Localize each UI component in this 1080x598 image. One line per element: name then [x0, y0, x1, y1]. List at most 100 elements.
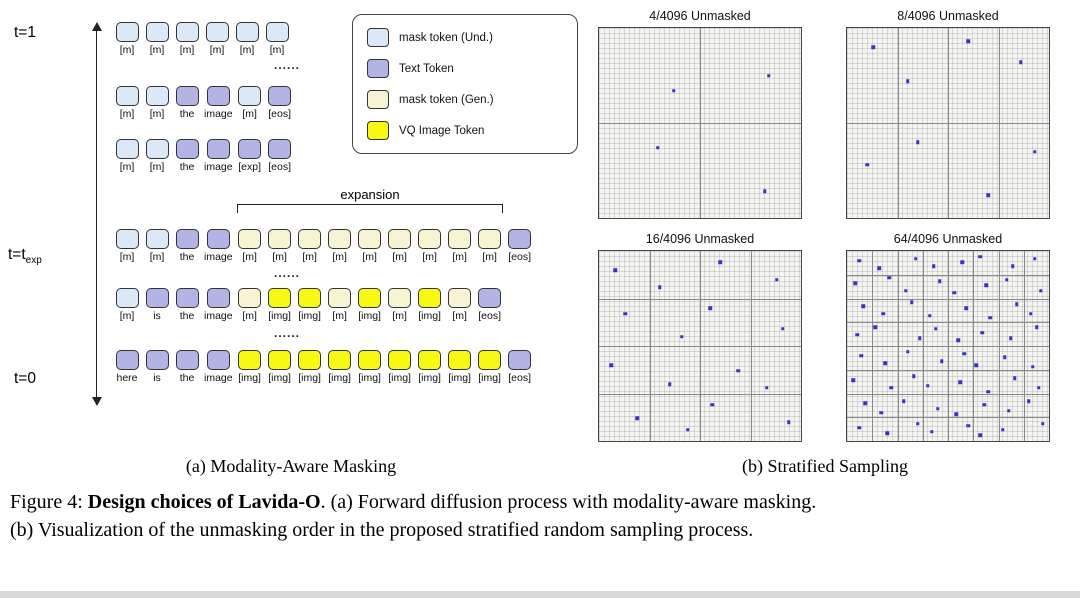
token-label: [m]: [452, 310, 467, 322]
token: [img]: [417, 349, 443, 384]
stratified-panel-title: 4/4096 Unmasked: [649, 9, 751, 23]
token: [img]: [357, 349, 383, 384]
token-label: [img]: [238, 371, 261, 384]
token-row: [m] [m] the image [m] [m] [m] [m] [m] [m] [m] [m] [m…: [114, 187, 582, 263]
token: [img]: [267, 288, 293, 322]
figure-body: t=1 t=texp t=0 [m] [m] [m] [m] [m] [m]......[…: [0, 6, 1080, 452]
token: [m]: [114, 85, 140, 120]
token: is: [144, 349, 170, 384]
img-token-box: [448, 349, 472, 370]
sample-dot: [1012, 376, 1017, 381]
sample-dot: [954, 412, 958, 417]
token-label: [m]: [482, 250, 497, 263]
subcaptions: (a) Modality-Aware Masking (b) Stratifie…: [0, 456, 1080, 477]
stratified-panel-title: 16/4096 Unmasked: [645, 232, 755, 246]
grid-divider: [847, 369, 1049, 371]
sample-dot: [1029, 311, 1033, 316]
stratified-panel-title: 8/4096 Unmasked: [897, 9, 999, 23]
sample-dot: [1002, 355, 1007, 360]
caption-prefix: Figure 4:: [10, 491, 88, 513]
img-token-box: [328, 349, 352, 370]
text-token-box: [206, 349, 230, 370]
token-label: [img]: [388, 371, 411, 384]
sample-dot: [962, 351, 966, 356]
token-label: [m]: [332, 310, 347, 322]
token: [img]: [327, 349, 353, 384]
sample-dot: [932, 264, 936, 268]
img-token-box: [298, 349, 322, 370]
token: [eos]: [267, 139, 293, 173]
token: [m]: [144, 85, 170, 120]
und-token-box: [265, 22, 289, 42]
und-token-box: [115, 288, 139, 308]
sample-dot: [982, 403, 987, 407]
token: [m]: [114, 139, 140, 173]
und-token-box: [115, 228, 139, 249]
sample-dot: [762, 189, 767, 194]
token-label: the: [179, 161, 195, 173]
token-label: [img]: [418, 371, 441, 384]
sample-dot: [764, 386, 769, 390]
token-label: [eos]: [508, 250, 531, 263]
sample-dot: [885, 431, 890, 436]
token: [m]: [297, 228, 323, 263]
expansion-label: expansion: [340, 186, 400, 202]
und-token-box: [145, 228, 169, 249]
gen-token-box: [238, 288, 262, 308]
und-token-box: [238, 85, 262, 106]
token-label: [m]: [452, 250, 467, 263]
sample-dot: [940, 359, 944, 363]
token-label: [m]: [269, 44, 285, 56]
token-label: [m]: [332, 250, 347, 263]
token-label: [m]: [242, 310, 257, 322]
sample-dot: [635, 416, 640, 420]
token: image: [204, 228, 233, 263]
legend-item: Text Token: [367, 59, 563, 78]
sample-dot: [686, 427, 690, 432]
text-token-box: [175, 349, 199, 370]
token: [m]: [114, 22, 140, 56]
ellipsis: ......: [274, 325, 301, 340]
token: [m]: [114, 228, 140, 263]
token: [img]: [387, 349, 413, 384]
gen-token-box: [448, 228, 472, 249]
sample-dot: [966, 39, 970, 44]
stratified-panel: 16/4096 Unmasked: [598, 231, 802, 442]
token-label: [m]: [119, 44, 135, 56]
token: [m]: [327, 228, 353, 263]
text-token-box: [145, 349, 169, 370]
token-label: the: [179, 371, 195, 384]
img-token-box: [268, 349, 292, 370]
text-token-box: [206, 139, 230, 159]
und-token-box: [115, 139, 139, 159]
und-token-swatch: [367, 28, 389, 47]
legend-item: VQ Image Token: [367, 121, 563, 140]
sample-dot: [958, 380, 962, 384]
text-token-box: [115, 349, 139, 370]
caption-line2: (b) Visualization of the unmasking order…: [10, 518, 754, 541]
text-token-box: [478, 288, 502, 308]
token: [img]: [447, 349, 473, 384]
token: the: [174, 288, 200, 322]
token: [img]: [477, 349, 503, 384]
sample-dot: [915, 422, 920, 426]
token-label: [m]: [119, 310, 135, 322]
sample-dot: [938, 279, 942, 284]
sample-dot: [710, 403, 714, 407]
sample-dot: [956, 338, 960, 343]
text-token-box: [145, 288, 169, 308]
caption-bold: Design choices of Lavida-O: [87, 491, 321, 513]
sample-dot: [905, 79, 910, 83]
token: [img]: [267, 349, 293, 384]
sample-dot: [974, 363, 979, 367]
token-label: the: [179, 250, 195, 263]
sample-dot: [1000, 427, 1005, 432]
sample-dot: [1018, 60, 1023, 64]
token-label: [m]: [209, 44, 225, 56]
sample-dot: [901, 399, 906, 403]
token: [img]: [297, 288, 323, 322]
token: [m]: [237, 228, 263, 263]
text-token-box: [175, 288, 199, 308]
sample-dot: [911, 374, 916, 379]
sample-dot: [873, 325, 878, 329]
